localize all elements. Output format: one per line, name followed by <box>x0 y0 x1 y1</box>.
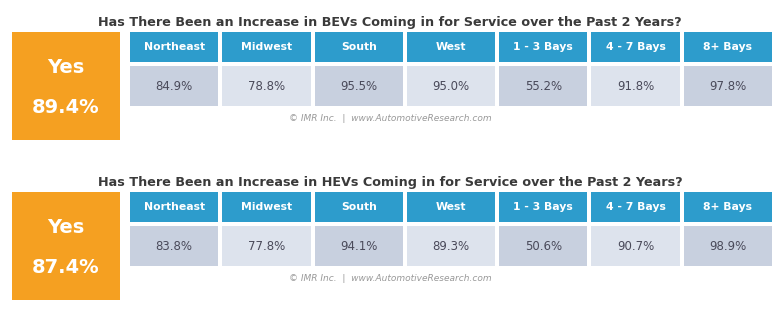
Text: Midwest: Midwest <box>241 42 292 52</box>
FancyBboxPatch shape <box>499 226 587 266</box>
Text: © IMR Inc.  |  www.AutomotiveResearch.com: © IMR Inc. | www.AutomotiveResearch.com <box>289 114 491 123</box>
FancyBboxPatch shape <box>315 32 403 62</box>
Text: Yes: Yes <box>48 218 84 237</box>
Text: South: South <box>341 42 376 52</box>
FancyBboxPatch shape <box>130 192 218 222</box>
Text: © IMR Inc.  |  www.AutomotiveResearch.com: © IMR Inc. | www.AutomotiveResearch.com <box>289 274 491 283</box>
Text: West: West <box>436 42 466 52</box>
FancyBboxPatch shape <box>683 32 772 62</box>
FancyBboxPatch shape <box>591 226 679 266</box>
FancyBboxPatch shape <box>130 66 218 106</box>
Text: 87.4%: 87.4% <box>32 258 100 277</box>
FancyBboxPatch shape <box>407 226 495 266</box>
Text: 95.5%: 95.5% <box>341 79 377 92</box>
FancyBboxPatch shape <box>130 32 218 62</box>
FancyBboxPatch shape <box>499 192 587 222</box>
Text: 89.4%: 89.4% <box>32 98 100 117</box>
FancyBboxPatch shape <box>315 66 403 106</box>
FancyBboxPatch shape <box>683 226 772 266</box>
Text: 77.8%: 77.8% <box>248 239 285 252</box>
Text: 1 - 3 Bays: 1 - 3 Bays <box>513 42 573 52</box>
Text: 4 - 7 Bays: 4 - 7 Bays <box>605 202 665 212</box>
FancyBboxPatch shape <box>683 66 772 106</box>
Text: 55.2%: 55.2% <box>525 79 562 92</box>
FancyBboxPatch shape <box>591 32 679 62</box>
Text: West: West <box>436 202 466 212</box>
Text: 8+ Bays: 8+ Bays <box>704 202 752 212</box>
FancyBboxPatch shape <box>130 226 218 266</box>
FancyBboxPatch shape <box>223 226 311 266</box>
Text: South: South <box>341 202 376 212</box>
Text: 8+ Bays: 8+ Bays <box>704 42 752 52</box>
FancyBboxPatch shape <box>407 32 495 62</box>
FancyBboxPatch shape <box>315 226 403 266</box>
Text: 94.1%: 94.1% <box>340 239 377 252</box>
Text: 4 - 7 Bays: 4 - 7 Bays <box>605 42 665 52</box>
Text: 84.9%: 84.9% <box>155 79 193 92</box>
Text: Northeast: Northeast <box>144 202 205 212</box>
FancyBboxPatch shape <box>683 192 772 222</box>
Text: Midwest: Midwest <box>241 202 292 212</box>
FancyBboxPatch shape <box>12 32 120 140</box>
FancyBboxPatch shape <box>591 66 679 106</box>
FancyBboxPatch shape <box>499 32 587 62</box>
Text: 97.8%: 97.8% <box>709 79 747 92</box>
FancyBboxPatch shape <box>407 66 495 106</box>
Text: 91.8%: 91.8% <box>617 79 654 92</box>
Text: 1 - 3 Bays: 1 - 3 Bays <box>513 202 573 212</box>
Text: Has There Been an Increase in HEVs Coming in for Service over the Past 2 Years?: Has There Been an Increase in HEVs Comin… <box>98 176 683 189</box>
FancyBboxPatch shape <box>223 66 311 106</box>
Text: 89.3%: 89.3% <box>433 239 469 252</box>
Text: Has There Been an Increase in BEVs Coming in for Service over the Past 2 Years?: Has There Been an Increase in BEVs Comin… <box>98 16 682 29</box>
FancyBboxPatch shape <box>591 192 679 222</box>
FancyBboxPatch shape <box>223 32 311 62</box>
Text: 98.9%: 98.9% <box>709 239 747 252</box>
FancyBboxPatch shape <box>223 192 311 222</box>
Text: 78.8%: 78.8% <box>248 79 285 92</box>
FancyBboxPatch shape <box>12 192 120 300</box>
Text: 95.0%: 95.0% <box>433 79 469 92</box>
FancyBboxPatch shape <box>407 192 495 222</box>
FancyBboxPatch shape <box>499 66 587 106</box>
Text: 90.7%: 90.7% <box>617 239 654 252</box>
Text: Northeast: Northeast <box>144 42 205 52</box>
Text: 50.6%: 50.6% <box>525 239 562 252</box>
Text: 83.8%: 83.8% <box>155 239 193 252</box>
Text: Yes: Yes <box>48 58 84 77</box>
FancyBboxPatch shape <box>315 192 403 222</box>
